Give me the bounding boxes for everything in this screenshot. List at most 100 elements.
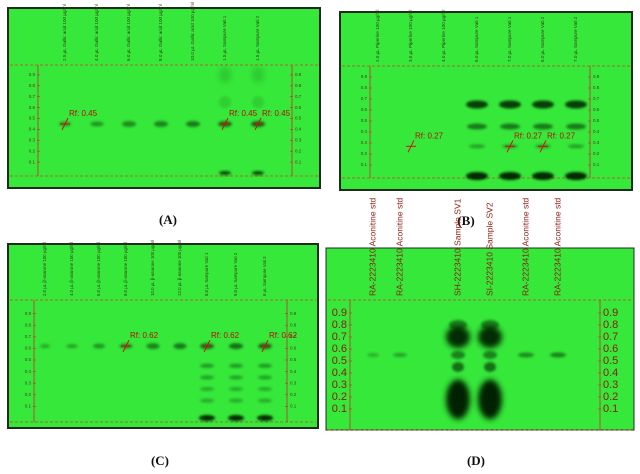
plate — [7, 7, 321, 189]
band — [466, 100, 488, 109]
scale-label: 0.8 — [29, 83, 36, 88]
lane-label: 2.5 µL Piperine 100 µg/ml — [375, 10, 380, 62]
lane-label: 4.0 µL Piperine 100 µg/ml — [441, 10, 446, 62]
scale-label: 0.7 — [603, 331, 618, 343]
scale-label: 0.1 — [290, 404, 297, 409]
band — [532, 100, 554, 109]
scale-label: 0.9 — [361, 74, 368, 79]
rf-label: Rf: 0.62 — [211, 331, 240, 340]
rf-label: Rf: 0.27 — [514, 131, 543, 140]
band — [500, 123, 520, 130]
rf-marker — [122, 339, 130, 353]
scale-label: 0.6 — [593, 107, 600, 112]
scale-label: 0.8 — [332, 319, 347, 331]
band — [200, 363, 214, 368]
band — [93, 343, 105, 349]
band — [229, 363, 243, 368]
scale-label: 0.6 — [25, 346, 32, 351]
band — [219, 171, 231, 175]
band — [154, 120, 168, 127]
rf-label: Rf: 0.27 — [415, 131, 444, 140]
lane-label: 12.0 µL β-asarone 100 µg/ml — [177, 240, 182, 296]
band — [451, 351, 465, 359]
lane-label: 8.0 µL Sampure Vati 1 — [204, 252, 209, 296]
scale-label: 0.5 — [290, 357, 297, 362]
scale-label: 0.1 — [295, 159, 302, 164]
band — [258, 363, 272, 368]
scale-label: 0.7 — [593, 96, 600, 101]
lane-label: RA-2223410 Aconitine std — [552, 197, 562, 296]
scale-label: 0.2 — [332, 391, 347, 403]
scale-label: 0.4 — [603, 367, 618, 379]
band — [219, 66, 231, 83]
scale-label: 0.6 — [290, 346, 297, 351]
panel-letter: (B) — [457, 213, 474, 228]
scale-label: 0.1 — [25, 404, 32, 409]
scale-label: 0.6 — [361, 107, 368, 112]
band — [484, 362, 496, 372]
scale-label: 0.4 — [361, 129, 368, 134]
tlc-panel: 0.9 0.90.8 0.80.7 0.70.6 0.60.5 0.50.4 0.40.3 0… — [339, 10, 633, 228]
scale-label: 0.4 — [332, 367, 347, 379]
plate — [339, 11, 633, 191]
band — [466, 172, 488, 180]
band — [446, 326, 470, 348]
lane-label: 8.0 µL Sampure Vati 2 — [233, 252, 238, 296]
scale-label: 0.5 — [332, 355, 347, 367]
band — [478, 379, 502, 420]
rf-marker — [407, 140, 415, 153]
band — [550, 352, 566, 358]
lane-label: 1.5 µL Sampure Vati 2 — [255, 15, 260, 61]
band — [568, 144, 584, 149]
panel-letter: (A) — [159, 212, 177, 227]
band — [467, 123, 487, 130]
lane-label: SI-2223410 Sample SV2 — [484, 202, 494, 296]
band — [200, 398, 214, 403]
lane-label: 2.5 µL Gallic acid 100 µg/ml — [62, 4, 67, 61]
band — [565, 100, 587, 109]
lane-label: 8.0 µL β-asarone 100 µg/ml — [123, 242, 128, 296]
lane-label: 8 µL Sampure Vati 3 — [262, 256, 267, 296]
panel-letter: (D) — [467, 453, 485, 468]
scale-label: 0.8 — [603, 319, 618, 331]
lane-label: 6.0 µL Gallic acid 100 µg/ml — [126, 4, 131, 61]
band — [565, 172, 587, 180]
band — [229, 343, 243, 350]
scale-label: 0.4 — [29, 127, 36, 132]
band — [566, 123, 586, 130]
scale-label: 0.3 — [332, 379, 347, 391]
scale-label: 0.3 — [29, 137, 36, 142]
tlc-panel: 0.9 0.90.8 0.80.7 0.70.6 0.60.5 0.50.4 0.40.3 0… — [7, 2, 321, 227]
band — [122, 120, 136, 127]
scale-label: 0.3 — [593, 140, 600, 145]
lane-label: 4.0 µL β-asarone 100 µg/ml — [69, 242, 74, 296]
rf-marker — [203, 339, 211, 353]
scale-label: 0.7 — [295, 94, 302, 99]
scale-label: 0.2 — [295, 148, 302, 153]
scale-label: 0.8 — [593, 85, 600, 90]
band — [228, 415, 244, 421]
scale-label: 0.5 — [361, 118, 368, 123]
scale-label: 0.9 — [593, 74, 600, 79]
lane-label: RA-2223410 Aconitine std — [367, 197, 377, 296]
band — [367, 353, 379, 357]
band — [258, 398, 272, 403]
rf-marker — [221, 117, 229, 131]
rf-label: Rf: 0.27 — [547, 131, 576, 140]
tlc-panel: 0.9 0.90.8 0.80.7 0.70.6 0.60.5 0.50.4 0.40.3 0… — [325, 197, 635, 468]
scale-label: 0.2 — [361, 151, 368, 156]
band — [199, 415, 215, 421]
rf-label: Rf: 0.62 — [269, 331, 298, 340]
scale-label: 0.9 — [332, 307, 347, 319]
scale-label: 0.8 — [295, 83, 302, 88]
scale-label: 0.8 — [361, 85, 368, 90]
scale-label: 0.4 — [25, 369, 32, 374]
lane-label: 10.0 µL β-asarone 100 µg/ml — [150, 240, 155, 296]
rf-marker — [61, 117, 69, 131]
rf-label: Rf: 0.45 — [69, 109, 98, 118]
band — [229, 387, 243, 391]
scale-label: 0.7 — [361, 96, 368, 101]
scale-label: 0.6 — [29, 105, 36, 110]
plate — [7, 243, 319, 429]
